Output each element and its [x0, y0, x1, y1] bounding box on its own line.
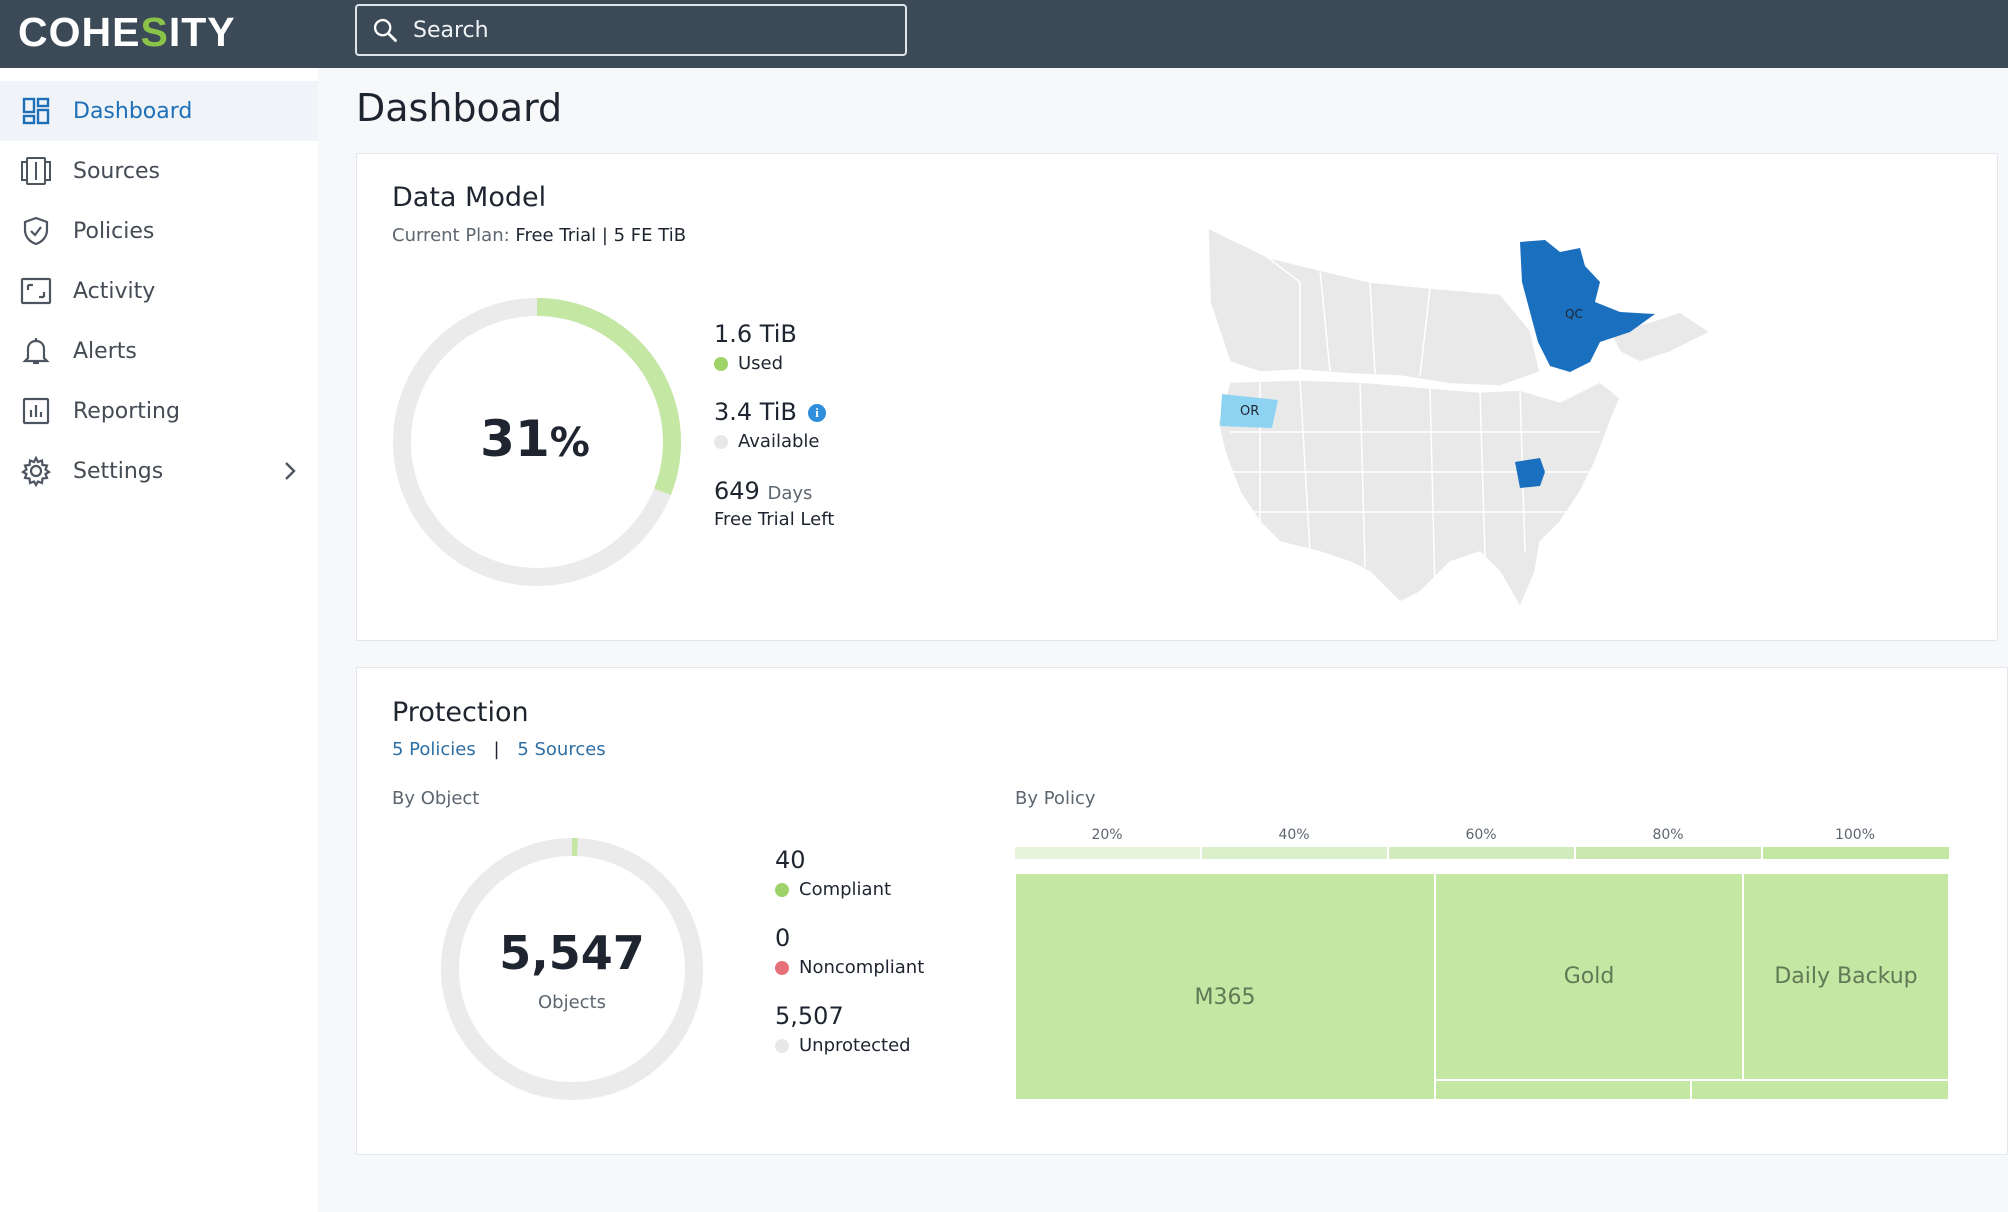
scale-tick: 80%: [1652, 827, 1684, 843]
protection-links: 5 Policies | 5 Sources: [392, 739, 606, 760]
noncompliant-value: 0: [775, 924, 791, 952]
free-trial-left-label: Free Trial Left: [714, 509, 835, 530]
region-map: QC OR: [1207, 226, 1712, 609]
gauge-percentage: 31%: [480, 410, 590, 468]
sidebar-item-label: Alerts: [73, 338, 137, 364]
sidebar-item-policies[interactable]: Policies: [0, 201, 318, 261]
quebec-region: [1520, 240, 1655, 372]
scale-bar-segment: [1389, 847, 1574, 859]
info-icon[interactable]: i: [808, 404, 826, 422]
days-left: 649 Days: [714, 477, 813, 505]
plan-label: Current Plan:: [392, 225, 510, 246]
treemap-m365[interactable]: M365: [1015, 873, 1435, 1100]
oregon-region: [1220, 394, 1278, 428]
sources-icon: [20, 156, 52, 186]
used-dot: [714, 356, 728, 371]
treemap-daily-backup[interactable]: Daily Backup: [1743, 873, 1949, 1080]
scale-tick: 40%: [1278, 827, 1310, 843]
dashboard-icon: [20, 96, 52, 126]
ohio-region: [1515, 458, 1545, 488]
objects-label: Objects: [537, 992, 606, 1013]
search-box[interactable]: [355, 4, 907, 56]
unprotected-dot: [775, 1038, 789, 1053]
sidebar-item-activity[interactable]: Activity: [0, 261, 318, 321]
by-policy-label: By Policy: [1015, 788, 1096, 809]
used-value: 1.6 TiB: [714, 320, 797, 348]
used-legend: Used: [714, 353, 783, 374]
sidebar-item-settings[interactable]: Settings: [0, 441, 318, 501]
compliant-legend: Compliant: [775, 879, 891, 900]
activity-icon: [20, 276, 52, 306]
chevron-right-icon[interactable]: [282, 459, 298, 483]
map-region: [1608, 311, 1712, 363]
shield-icon: [20, 216, 52, 246]
current-plan: Current Plan: Free Trial | 5 FE TiB: [392, 225, 686, 246]
scale-bar-segment: [1202, 847, 1387, 859]
data-model-title: Data Model: [392, 182, 547, 213]
map-label: OR: [1240, 404, 1259, 419]
policies-link[interactable]: 5 Policies: [392, 739, 476, 760]
sidebar-item-label: Settings: [73, 458, 164, 484]
noncompliant-legend: Noncompliant: [775, 957, 924, 978]
scale-tick: 20%: [1091, 827, 1123, 843]
noncompliant-dot: [775, 960, 789, 975]
treemap-gold[interactable]: Gold: [1435, 873, 1743, 1080]
map-region: [1217, 379, 1621, 609]
unprotected-legend: Unprotected: [775, 1035, 911, 1056]
search-input[interactable]: [413, 17, 873, 43]
map-region: [1319, 269, 1331, 373]
unprotected-value: 5,507: [775, 1002, 844, 1030]
page-title: Dashboard: [356, 86, 563, 130]
scale-bar-segment: [1576, 847, 1761, 859]
by-object-label: By Object: [392, 788, 480, 809]
protection-title: Protection: [392, 697, 529, 728]
usage-gauge: [393, 298, 681, 586]
available-dot: [714, 434, 728, 449]
sidebar-item-alerts[interactable]: Alerts: [0, 321, 318, 381]
bell-icon: [20, 336, 52, 366]
sidebar-item-label: Reporting: [73, 398, 180, 424]
scale-tick: 100%: [1834, 827, 1876, 843]
sidebar-item-label: Policies: [73, 218, 155, 244]
sidebar-item-dashboard[interactable]: Dashboard: [0, 81, 318, 141]
map-label: QC: [1565, 307, 1583, 321]
sidebar-item-label: Dashboard: [73, 98, 193, 124]
search-icon: [373, 18, 397, 42]
sidebar-item-sources[interactable]: Sources: [0, 141, 318, 201]
top-bar: COHE S ITY: [0, 0, 2008, 68]
scale-bar-segment: [1015, 847, 1200, 859]
cohesity-logo[interactable]: COHE S ITY: [18, 8, 236, 55]
sidebar-item-reporting[interactable]: Reporting: [0, 381, 318, 441]
donut-compliant-arc: [441, 838, 703, 1100]
reporting-icon: [20, 396, 52, 426]
treemap-cell[interactable]: [1435, 1080, 1691, 1100]
available-value: 3.4 TiB: [714, 398, 797, 426]
sources-link[interactable]: 5 Sources: [517, 739, 606, 760]
sidebar: Dashboard Sources Policies Activity: [0, 68, 318, 1212]
map-region: [1419, 287, 1431, 377]
objects-donut: [441, 838, 703, 1100]
map-region: [1207, 226, 1541, 387]
scale-tick: 60%: [1465, 827, 1497, 843]
objects-count: 5,547: [499, 926, 645, 980]
scale-bar-segment: [1763, 847, 1949, 859]
gauge-used-arc: [393, 298, 681, 586]
gear-icon: [20, 455, 52, 487]
sidebar-item-label: Sources: [73, 158, 161, 184]
treemap-cell[interactable]: [1691, 1080, 1949, 1100]
plan-value: Free Trial | 5 FE TiB: [515, 225, 687, 246]
map-region: [1259, 251, 1301, 370]
map-region: [1369, 281, 1376, 375]
available-legend: Available: [714, 431, 819, 452]
compliant-value: 40: [775, 846, 806, 874]
sidebar-item-label: Activity: [73, 278, 156, 304]
compliant-dot: [775, 882, 789, 897]
data-model-card: [356, 153, 1998, 641]
